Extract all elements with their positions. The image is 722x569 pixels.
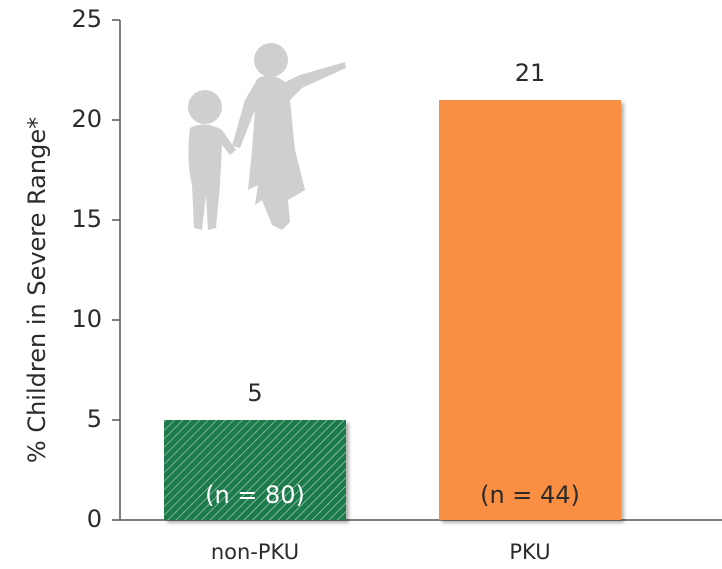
bar: [439, 100, 621, 520]
y-axis-label: % Children in Severe Range*: [23, 117, 51, 463]
bar-hatch: [164, 420, 346, 520]
y-tick-label: 10: [71, 305, 102, 333]
x-tick-label: PKU: [509, 540, 550, 564]
value-label: 21: [515, 59, 546, 87]
y-tick-label: 5: [87, 405, 102, 433]
value-label: 5: [247, 379, 262, 407]
y-tick-label: 15: [71, 205, 102, 233]
bar-label: (n = 44): [480, 481, 580, 509]
children-silhouette: [188, 43, 346, 230]
y-tick-label: 20: [71, 105, 102, 133]
x-tick-label: non-PKU: [211, 540, 299, 564]
y-tick-label: 25: [71, 5, 102, 33]
y-tick-label: 0: [87, 505, 102, 533]
bar-label: (n = 80): [205, 481, 305, 509]
